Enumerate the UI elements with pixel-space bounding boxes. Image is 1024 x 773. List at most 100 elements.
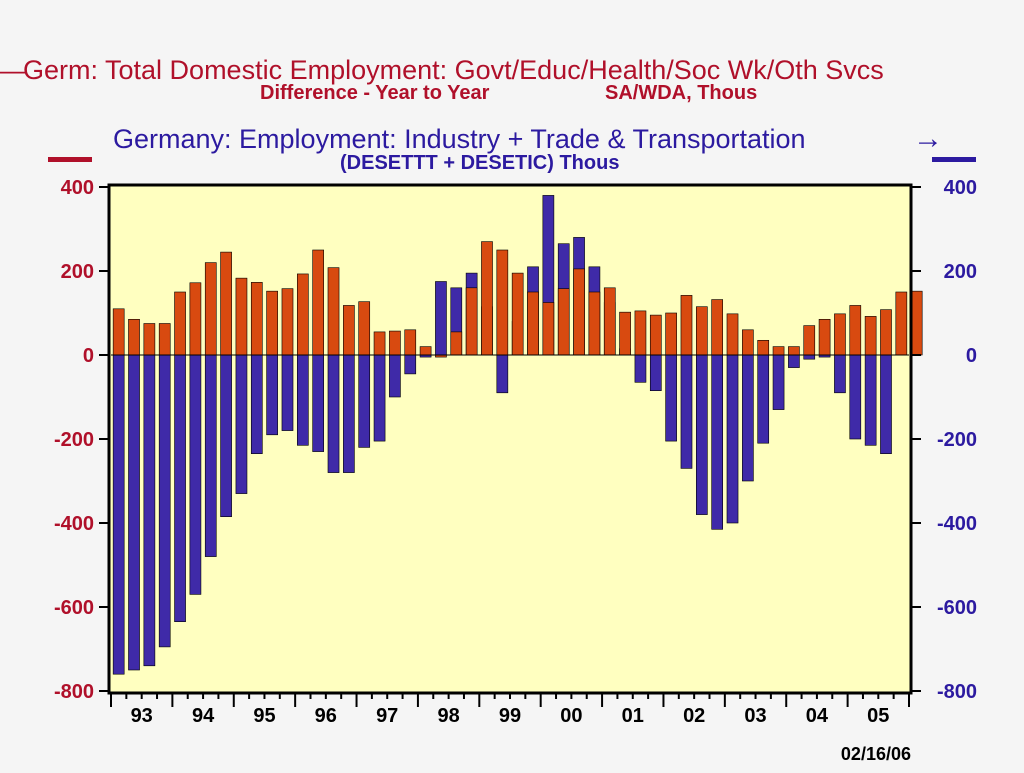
bar-govt-services-36 <box>665 312 677 356</box>
bar-govt-services-3 <box>158 323 171 356</box>
y-axis-right: 400 200 0 -200 -400 -600 -800 <box>911 177 977 703</box>
bar-govt-services-52 <box>910 290 923 356</box>
left-series-subtitle-a: Difference - Year to Year <box>260 82 490 104</box>
y-left-tick-label: 200 <box>61 261 94 283</box>
bar-govt-services-42 <box>757 339 770 356</box>
bar-industry-trade-10 <box>266 354 278 436</box>
bar-industry-trade-47 <box>834 354 846 394</box>
bar-govt-services-51 <box>895 291 908 356</box>
bar-govt-services-31 <box>588 291 601 356</box>
right-legend-swatch <box>932 157 976 162</box>
bar-govt-services-16 <box>358 301 371 356</box>
bar-govt-services-29 <box>557 288 570 356</box>
bar-govt-services-35 <box>649 314 662 356</box>
bar-govt-services-47 <box>834 313 846 356</box>
bar-govt-services-40 <box>726 313 739 356</box>
x-year-label: 00 <box>560 705 582 727</box>
date-stamp: 02/16/06 <box>841 744 911 764</box>
bar-industry-trade-17 <box>373 354 386 442</box>
bar-govt-services-17 <box>373 331 386 356</box>
bar-govt-services-28 <box>542 302 555 356</box>
bar-industry-trade-43 <box>772 354 785 410</box>
bar-govt-services-2 <box>143 323 156 356</box>
bar-govt-services-23 <box>465 287 478 356</box>
right-series-title: Germany: Employment: Industry + Trade & … <box>113 124 806 154</box>
bar-industry-trade-13 <box>312 354 324 452</box>
x-year-label: 02 <box>683 705 705 727</box>
left-series-title: Germ: Total Domestic Employment: Govt/Ed… <box>23 55 884 85</box>
y-right-tick-label: -800 <box>937 681 977 703</box>
bar-govt-services-46 <box>818 318 831 356</box>
bar-industry-trade-45 <box>803 354 816 360</box>
bar-govt-services-19 <box>404 329 417 356</box>
bar-govt-services-43 <box>772 346 785 356</box>
y-left-tick-label: -800 <box>54 681 94 703</box>
bar-industry-trade-36 <box>665 354 677 442</box>
bar-govt-services-0 <box>112 308 125 356</box>
x-year-label: 95 <box>253 705 275 727</box>
bar-industry-trade-18 <box>389 354 401 398</box>
x-year-label: 96 <box>315 705 337 727</box>
bar-govt-services-37 <box>680 295 693 356</box>
bar-industry-trade-15 <box>343 354 355 473</box>
bar-industry-trade-48 <box>849 354 862 440</box>
bar-industry-trade-5 <box>189 354 202 595</box>
bar-govt-services-13 <box>312 249 324 356</box>
bar-industry-trade-7 <box>220 354 232 517</box>
bar-govt-services-12 <box>296 273 309 356</box>
bar-industry-trade-12 <box>296 354 309 446</box>
bar-industry-trade-2 <box>143 354 156 667</box>
bar-industry-trade-49 <box>864 354 877 446</box>
bar-govt-services-24 <box>481 241 493 356</box>
bar-industry-trade-42 <box>757 354 770 444</box>
bar-govt-services-27 <box>527 291 539 356</box>
bars-group <box>112 195 923 675</box>
bar-industry-trade-50 <box>880 354 892 454</box>
left-series-subtitle-b: SA/WDA, Thous <box>605 82 757 104</box>
bar-industry-trade-44 <box>788 354 800 368</box>
bar-govt-services-25 <box>496 249 509 356</box>
bar-govt-services-11 <box>281 288 294 356</box>
bar-govt-services-7 <box>220 251 232 356</box>
y-left-tick-label: 0 <box>83 345 94 367</box>
bar-govt-services-20 <box>419 346 432 356</box>
bar-industry-trade-4 <box>174 354 186 623</box>
bar-industry-trade-9 <box>250 354 263 454</box>
y-left-tick-label: 400 <box>61 177 94 199</box>
x-year-label: 05 <box>867 705 889 727</box>
bar-govt-services-9 <box>250 282 263 356</box>
bar-industry-trade-34 <box>634 354 647 383</box>
y-left-tick-label: -200 <box>54 429 94 451</box>
bar-govt-services-4 <box>174 291 186 356</box>
x-axis: 93 94 95 96 97 98 99 00 01 02 03 04 05 <box>110 693 910 727</box>
x-year-label: 99 <box>499 705 521 727</box>
y-left-tick-label: -600 <box>54 597 94 619</box>
y-right-tick-label: -600 <box>937 597 977 619</box>
y-right-tick-label: 0 <box>966 345 977 367</box>
bar-govt-services-39 <box>711 299 724 356</box>
bar-industry-trade-19 <box>404 354 417 375</box>
bar-govt-services-18 <box>389 330 401 356</box>
bar-govt-services-44 <box>788 346 800 356</box>
bar-industry-trade-38 <box>695 354 708 515</box>
y-right-tick-label: -400 <box>937 513 977 535</box>
bar-govt-services-6 <box>204 262 217 356</box>
bar-industry-trade-0 <box>112 354 125 675</box>
bar-industry-trade-11 <box>281 354 294 431</box>
x-year-label: 03 <box>744 705 766 727</box>
y-right-tick-label: 200 <box>944 261 977 283</box>
x-year-label: 98 <box>437 705 459 727</box>
bar-govt-services-30 <box>573 268 585 356</box>
left-series-marker: — <box>0 55 26 85</box>
bar-industry-trade-21 <box>435 281 447 356</box>
bar-govt-services-8 <box>235 277 248 356</box>
bar-govt-services-38 <box>695 306 708 356</box>
right-series-subtitle: (DESETTT + DESETIC) Thous <box>340 152 619 174</box>
bar-industry-trade-40 <box>726 354 739 524</box>
bar-industry-trade-6 <box>204 354 217 557</box>
x-year-label: 94 <box>192 705 215 727</box>
left-legend-swatch <box>48 157 92 162</box>
bar-industry-trade-39 <box>711 354 724 530</box>
